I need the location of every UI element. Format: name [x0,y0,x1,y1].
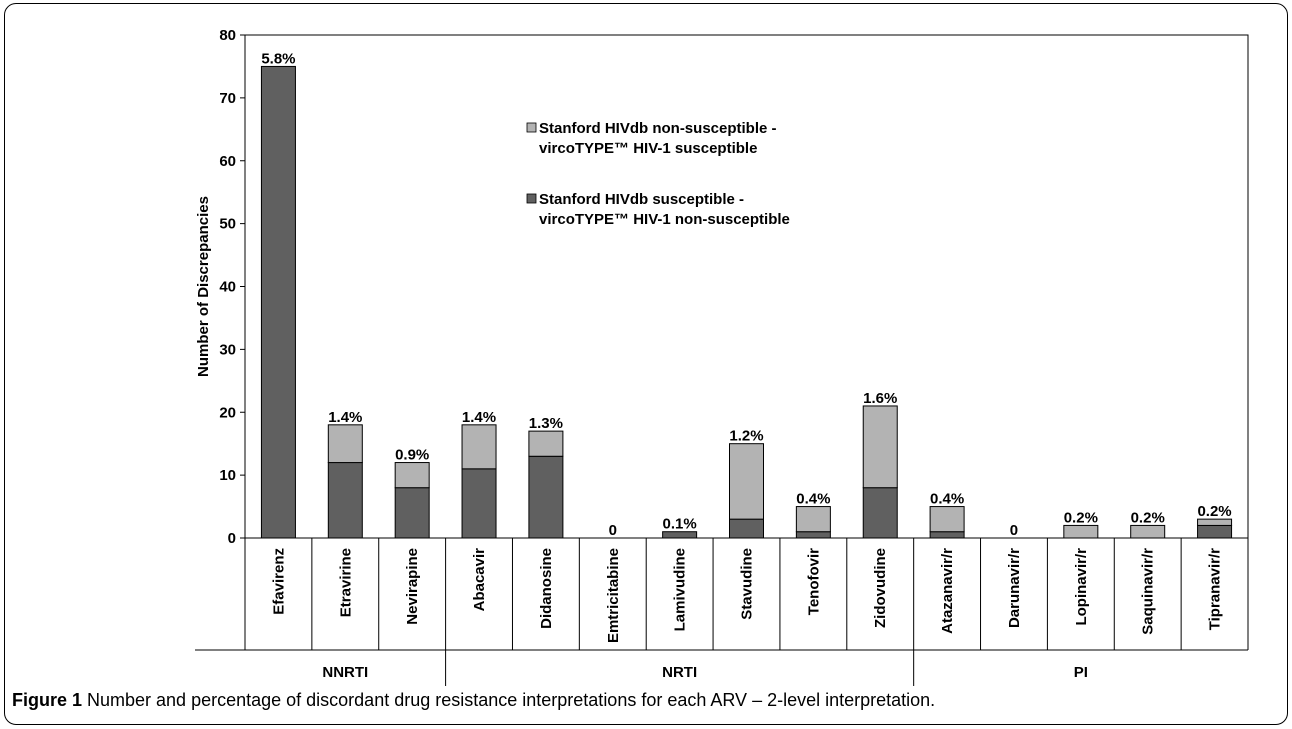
bar-susceptible [862,487,898,539]
category-table: Efavirenz Etravirine Nevirapine Abacavir Did… [195,538,1249,686]
bar-non-susceptible [327,424,363,464]
bar-non-susceptible [929,506,965,533]
bar-non-susceptible [1197,518,1233,526]
bar-susceptible [260,65,296,539]
figure-frame [4,3,1288,725]
data-label: 0.2% [1064,509,1098,526]
category-label: Emtricitabine [605,548,622,643]
category-label: Darunavir/r [1006,548,1023,628]
y-tick-label: 0 [228,530,236,547]
bar-non-susceptible [862,405,898,489]
group-label: PI [1074,664,1088,681]
data-label: 0.1% [663,516,697,533]
y-tick-label: 70 [219,90,236,107]
legend: Stanford HIVdb non-susceptible - vircoTYP… [526,120,790,228]
figure-caption: Figure 1 Number and percentage of discor… [12,690,935,711]
data-label: 0.2% [1131,509,1165,526]
category-label: Didanosine [538,548,555,629]
y-tick-label: 50 [219,216,236,233]
legend-label: vircoTYPE™ HIV-1 susceptible [539,140,757,157]
bars [260,65,1233,539]
y-tick-label: 60 [219,153,236,170]
y-tick-label: 40 [219,279,236,296]
data-label: 0 [609,522,617,539]
caption-text: Number and percentage of discordant drug… [82,690,936,710]
legend-label: Stanford HIVdb non-susceptible - [539,120,777,137]
data-label: 1.4% [462,409,496,426]
category-label: Saquinavir/r [1140,548,1157,635]
category-label: Atazanavir/r [939,548,956,634]
data-label: 1.6% [863,390,897,407]
legend-swatch [526,193,537,204]
data-label: 1.2% [729,428,763,445]
bar-non-susceptible [1130,524,1166,539]
bar-non-susceptible [528,430,564,457]
bar-susceptible [929,531,965,539]
bar-susceptible [795,531,831,539]
bar-non-susceptible [1063,524,1099,539]
category-label: Tenofovir [805,548,822,615]
group-label: NNRTI [322,664,368,681]
category-label: Abacavir [471,548,488,612]
bar-susceptible [461,468,497,539]
data-label: 0.4% [796,491,830,508]
data-label: 0.9% [395,447,429,464]
category-label: Tipranavir/r [1207,548,1224,630]
caption-label: Figure 1 [12,690,83,710]
group-label: NRTI [662,664,697,681]
category-label: Nevirapine [404,548,421,625]
data-label: 0.4% [930,491,964,508]
data-label: 1.4% [328,409,362,426]
category-label: Zidovudine [872,548,889,628]
y-axis: 0 10 20 30 40 50 60 70 80 Number of Discrepancies [195,27,245,547]
bar-non-susceptible [394,462,430,489]
bar-susceptible [394,487,430,539]
y-tick-label: 80 [219,27,236,44]
data-label: 0 [1010,522,1018,539]
bar-susceptible [662,531,698,539]
category-label: Lamivudine [672,548,689,631]
bar-non-susceptible [729,443,764,520]
bar-susceptible [528,455,564,539]
bar-non-susceptible [795,506,831,533]
category-label: Etravirine [337,548,354,617]
category-label: Efavirenz [270,548,287,615]
legend-label: vircoTYPE™ HIV-1 non-susceptible [539,211,790,228]
bar-non-susceptible [461,424,497,470]
data-label: 0.2% [1197,503,1231,520]
y-tick-label: 10 [219,467,236,484]
legend-label: Stanford HIVdb susceptible - [539,191,744,208]
y-axis-title: Number of Discrepancies [195,196,212,377]
category-label: Stavudine [739,548,756,620]
chart: 0 10 20 30 40 50 60 70 80 Number of Discrepancies… [195,27,1249,686]
bar-susceptible [729,518,764,539]
data-labels: 5.8% 1.4% 0.9% 1.4% 1.3% 0 0.1% 1.2% 0.4% 1.6% 0.4… [261,50,1231,539]
data-label: 1.3% [529,415,563,432]
legend-swatch [526,122,537,133]
y-tick-label: 30 [219,341,236,358]
bar-susceptible [327,462,363,539]
y-tick-label: 20 [219,404,236,421]
bar-susceptible [1197,524,1233,539]
category-label: Lopinavir/r [1073,548,1090,626]
data-label: 5.8% [261,50,295,67]
